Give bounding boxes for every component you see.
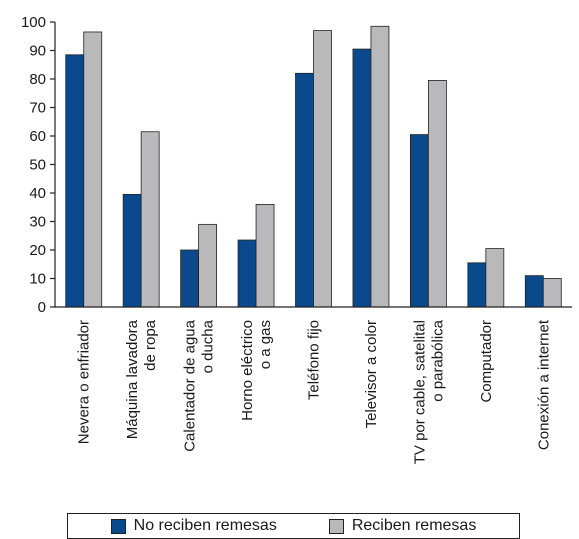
bar-reciben (370, 25, 390, 308)
legend-label-no-reciben: No reciben remesas (133, 517, 277, 534)
x-category-label: Televisor a color (363, 320, 380, 428)
y-tick-label: 20 (29, 242, 46, 259)
bar-no-reciben (409, 134, 429, 308)
bar-reciben (140, 131, 160, 308)
bar-no-reciben (352, 48, 372, 308)
bar-no-reciben (467, 262, 487, 308)
bar-reciben (542, 278, 562, 308)
x-category-label: Teléfono fijo (306, 320, 323, 400)
bar-reciben (427, 80, 447, 308)
x-category-label: o a gas (257, 320, 274, 369)
y-tick-label: 70 (29, 100, 46, 117)
legend: No reciben remesas Reciben remesas (67, 513, 520, 539)
legend-label-reciben: Reciben remesas (351, 517, 477, 534)
x-category-label: o parabólica (429, 319, 446, 401)
y-tick-label: 0 (38, 299, 46, 316)
bar-reciben (83, 31, 103, 308)
y-tick-label: 40 (29, 185, 46, 202)
bar-reciben (255, 203, 275, 308)
y-tick-label: 10 (29, 271, 46, 288)
bar-reciben (198, 223, 218, 308)
y-tick-label: 60 (29, 128, 46, 145)
y-tick-label: 80 (29, 71, 46, 88)
bar-chart: 0 10 20 30 40 50 60 70 80 90 100 Nevera o enfriado… (21, 14, 572, 464)
y-tick-label: 30 (29, 214, 46, 231)
x-axis: Nevera o enfriador Máquina lavadora de rop… (55, 306, 572, 464)
x-category-label: Calentador de agua (182, 319, 199, 451)
y-tick-label: 50 (29, 157, 46, 174)
bar-reciben (313, 30, 332, 308)
legend-item-no-reciben: No reciben remesas (110, 517, 277, 535)
x-category-label: Nevera o enfriador (76, 320, 93, 444)
x-category-label: Computador (478, 320, 495, 403)
bar-reciben (485, 248, 505, 308)
bar-no-reciben (122, 194, 142, 308)
y-tick-label: 100 (21, 14, 46, 31)
x-category-label: o ducha (200, 319, 217, 373)
bar-no-reciben (65, 54, 85, 308)
x-category-label: Máquina lavadora (124, 319, 141, 439)
y-tick-label: 90 (29, 43, 46, 60)
x-category-label: Horno eléctrico (239, 320, 256, 421)
bar-no-reciben (295, 72, 314, 308)
bar-no-reciben (180, 249, 200, 308)
bar-no-reciben (237, 239, 257, 308)
x-category-label: de ropa (142, 319, 159, 371)
legend-swatch-no-reciben (110, 518, 126, 534)
bar-no-reciben (524, 275, 544, 308)
x-category-label: TV por cable, satelital (411, 320, 428, 464)
y-axis: 0 10 20 30 40 50 60 70 80 90 100 (21, 14, 56, 316)
legend-swatch-reciben (328, 518, 344, 534)
x-category-label: Conexión a internet (535, 319, 552, 450)
legend-item-reciben: Reciben remesas (328, 517, 477, 535)
bars (65, 25, 562, 308)
